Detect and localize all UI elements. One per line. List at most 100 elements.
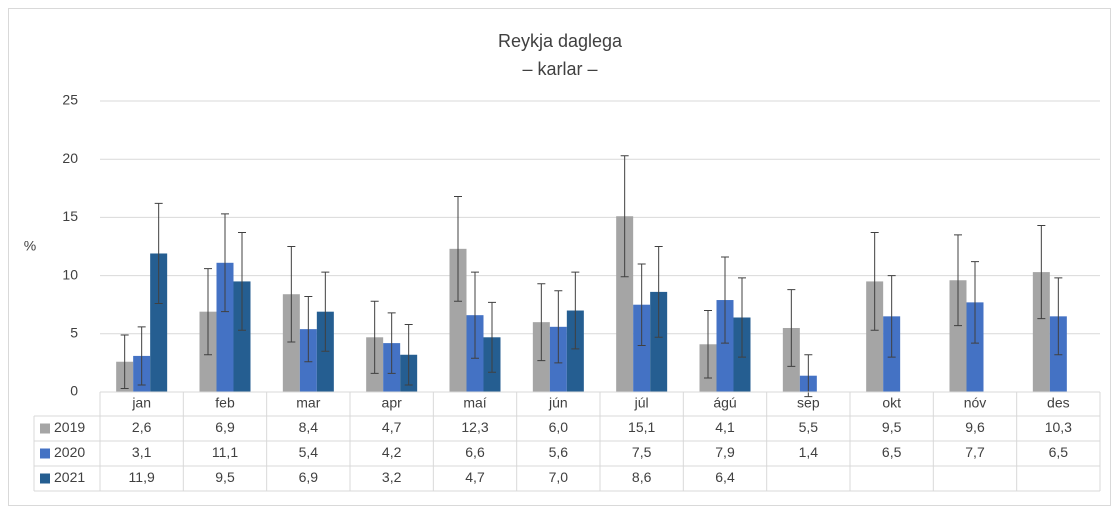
chart-border <box>8 8 1111 506</box>
error-bar <box>554 290 563 364</box>
table-value: 11,9 <box>129 469 155 485</box>
bar <box>949 280 967 392</box>
error-bar <box>120 334 129 390</box>
bar <box>866 281 884 392</box>
error-bar <box>571 271 580 350</box>
bar <box>449 248 467 392</box>
error-bar <box>704 310 712 379</box>
error-bar <box>454 195 462 302</box>
x-tick-label: feb <box>215 395 235 411</box>
x-tick-label: nóv <box>964 395 987 411</box>
table-value: 4,2 <box>382 444 402 460</box>
x-tick-label: maí <box>463 395 486 411</box>
x-tick-label: jan <box>131 395 151 411</box>
bar <box>216 262 234 392</box>
table-value: 7,7 <box>965 444 985 460</box>
error-bar <box>787 289 796 367</box>
error-bar <box>287 246 296 343</box>
error-bar <box>471 271 479 359</box>
table-value: 7,5 <box>632 444 652 460</box>
table-value: 5,4 <box>299 444 319 460</box>
chart-subtitle: – karlar – <box>522 59 597 79</box>
error-bar <box>238 232 246 331</box>
error-bar <box>370 300 379 374</box>
table-value: 1,4 <box>799 444 819 460</box>
error-bar <box>488 301 496 373</box>
legend-label: 2021 <box>54 469 85 485</box>
table-value: 6,9 <box>215 419 235 435</box>
error-bar <box>537 283 546 362</box>
error-bar <box>404 323 413 386</box>
error-bar <box>721 256 729 344</box>
table-value: 6,5 <box>882 444 902 460</box>
x-tick-label: sep <box>797 395 820 411</box>
table-value: 6,0 <box>549 419 569 435</box>
table-value: 9,5 <box>215 469 235 485</box>
chart-title: Reykja daglega <box>498 31 623 51</box>
error-bar <box>804 354 813 398</box>
y-tick-label: 10 <box>62 266 78 282</box>
table-value: 12,3 <box>461 419 488 435</box>
table-value: 8,4 <box>299 419 319 435</box>
error-bar <box>387 312 396 374</box>
table-value: 5,6 <box>549 444 569 460</box>
table-value: 9,5 <box>882 419 902 435</box>
table-value: 8,6 <box>632 469 652 485</box>
x-tick-label: mar <box>296 395 320 411</box>
error-bar <box>971 261 979 344</box>
table-value: 5,5 <box>799 419 819 435</box>
table-value: 7,9 <box>715 444 735 460</box>
error-bar <box>221 213 229 313</box>
error-bar <box>137 326 146 386</box>
legend-swatch <box>40 423 50 434</box>
error-bar <box>1054 277 1063 356</box>
table-value: 2,6 <box>132 419 152 435</box>
x-tick-label: des <box>1047 395 1070 411</box>
table-value: 6,6 <box>465 444 485 460</box>
error-bar <box>654 246 663 338</box>
table-value: 15,1 <box>628 419 655 435</box>
y-tick-label: 25 <box>62 92 78 108</box>
x-tick-label: apr <box>382 395 403 411</box>
table-value: 7,0 <box>549 469 569 485</box>
table-value: 4,7 <box>465 469 485 485</box>
table-value: 3,1 <box>132 444 152 460</box>
table-value: 9,6 <box>965 419 985 435</box>
bar <box>566 310 584 392</box>
error-bar <box>321 271 330 352</box>
table-value: 6,9 <box>299 469 319 485</box>
error-bar <box>304 296 313 363</box>
error-bar <box>620 155 629 278</box>
error-bar <box>870 232 879 331</box>
error-bar <box>887 275 896 358</box>
legend-swatch <box>40 448 50 459</box>
bar <box>233 281 251 392</box>
table-value: 10,3 <box>1045 419 1072 435</box>
legend-label: 2020 <box>54 444 85 460</box>
y-tick-label: 5 <box>70 325 78 341</box>
bar <box>282 294 300 392</box>
legend-swatch <box>40 473 50 484</box>
error-bar <box>1037 225 1046 320</box>
bar <box>716 300 734 392</box>
y-tick-label: 0 <box>70 383 78 399</box>
error-bar <box>204 268 212 356</box>
bar <box>633 304 651 392</box>
table-value: 11,1 <box>212 444 238 460</box>
error-bar <box>154 202 163 305</box>
error-bar <box>637 263 646 346</box>
bar <box>316 311 334 392</box>
error-bar <box>738 277 746 358</box>
bar <box>966 302 984 392</box>
bar <box>150 253 168 392</box>
x-tick-label: ágú <box>713 395 736 411</box>
error-bar <box>954 234 962 327</box>
y-axis-label: % <box>24 238 36 254</box>
table-value: 3,2 <box>382 469 402 485</box>
x-tick-label: okt <box>882 395 901 411</box>
bar <box>650 291 668 392</box>
bar <box>1032 272 1050 392</box>
x-tick-label: jún <box>548 395 568 411</box>
table-value: 4,1 <box>715 419 735 435</box>
